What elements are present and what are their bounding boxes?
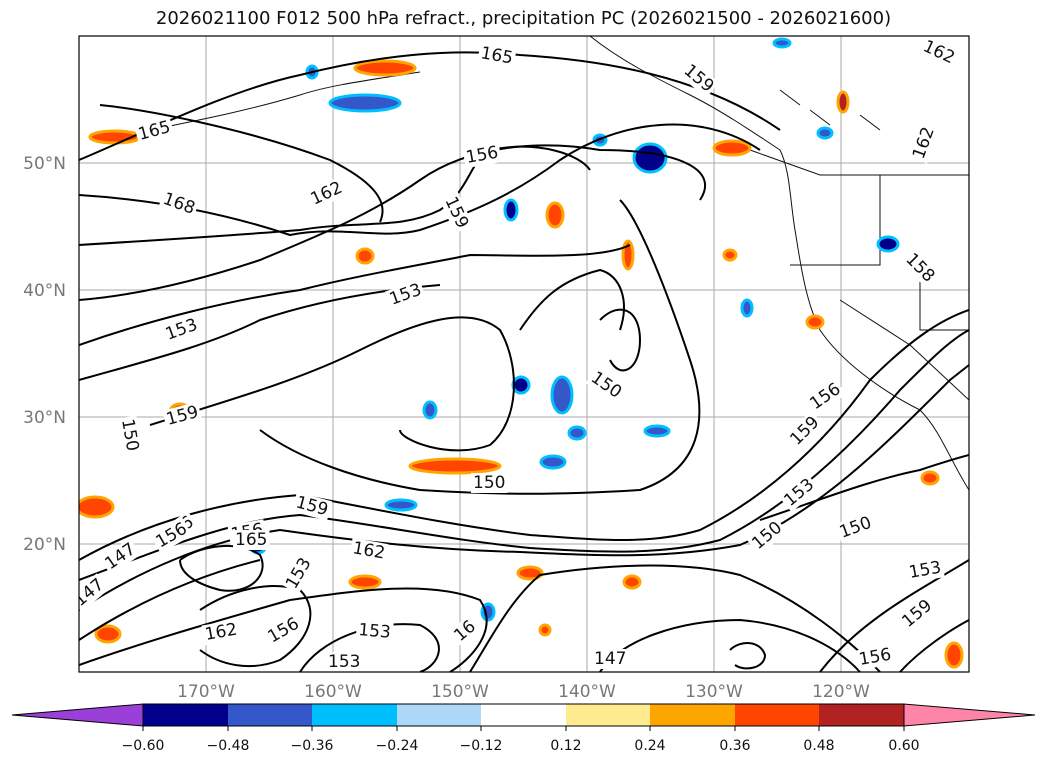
contour-label-bg	[355, 619, 394, 643]
contour-label-bg	[804, 377, 847, 416]
colorbar-tick-label: 0.12	[550, 738, 581, 754]
contour-label-bg	[349, 537, 389, 564]
lon-label: 160°W	[304, 682, 362, 702]
colorbar-tick-label: −0.12	[460, 738, 503, 754]
colorbar: −0.60 −0.48 −0.36 −0.24 −0.12 0.12 0.24 …	[11, 703, 1036, 754]
lat-label: 20°N	[23, 535, 66, 555]
contour-label-bg	[855, 644, 895, 671]
lon-label: 140°W	[558, 682, 616, 702]
contour-label-bg	[784, 411, 825, 451]
contour-label-bg	[281, 552, 317, 595]
colorbar-tick-label: 0.24	[634, 738, 665, 754]
lat-label: 40°N	[23, 281, 66, 301]
colorbar-tick-label: −0.36	[291, 738, 334, 754]
contour-label: 150	[473, 473, 505, 493]
colorbar-tick-label: 0.36	[719, 738, 750, 754]
contour-label-bg	[326, 652, 363, 672]
colorbar-arrow-max	[903, 703, 1036, 727]
contour-label: 153	[328, 652, 360, 672]
contour-label-bg	[201, 619, 241, 646]
contour-label-bg	[162, 401, 203, 431]
contour-label-bg	[99, 537, 142, 576]
colorbar-tick-label: 0.60	[888, 738, 919, 754]
colorbar-bin	[397, 704, 481, 726]
contour-label: 165	[235, 530, 267, 550]
contour-label-bg	[918, 36, 960, 70]
contour-label-bg	[448, 615, 482, 648]
contour-label-bg	[585, 366, 627, 404]
contour-label-bg	[678, 59, 720, 98]
colorbar-outline	[142, 703, 905, 727]
colorbar-bin	[819, 704, 904, 726]
colorbar-bin	[312, 704, 397, 726]
contour-label-bg	[908, 122, 940, 164]
colorbar-bin	[735, 704, 819, 726]
contour-label-bg	[116, 415, 143, 455]
colorbar-tick-label: −0.60	[122, 738, 165, 754]
map-panel	[79, 36, 969, 672]
contour-label-bg	[462, 142, 502, 169]
contour-label-bg	[262, 612, 305, 649]
longitude-labels: 170°W 160°W 150°W 140°W 130°W 120°W	[177, 682, 870, 702]
contour-label-bg	[896, 594, 938, 634]
contour-label-bg	[305, 176, 348, 211]
contour-label: 147	[594, 649, 626, 669]
colorbar-bin	[566, 704, 650, 726]
contour-label-bg	[160, 314, 203, 346]
graticule	[79, 36, 969, 672]
contour-label-bg	[471, 473, 508, 493]
contour-label-bg	[477, 42, 517, 69]
contour-label-bg	[291, 491, 333, 521]
colorbar-ticks	[142, 726, 905, 731]
colorbar-arrow-min	[11, 703, 144, 727]
contour-label-bg	[384, 279, 427, 311]
lat-label: 30°N	[23, 408, 66, 428]
lon-label: 130°W	[685, 682, 743, 702]
latitude-labels: 50°N 40°N 30°N 20°N	[23, 154, 66, 555]
colorbar-bin	[228, 704, 312, 726]
refractivity-contours	[79, 51, 969, 672]
lat-label: 50°N	[23, 154, 66, 174]
contour-label-bg	[134, 116, 175, 146]
colorbar-bin	[481, 704, 566, 726]
colorbar-bin	[650, 704, 735, 726]
contour-label-bg	[905, 557, 945, 584]
colorbar-tick-label: −0.48	[207, 738, 250, 754]
contour-label-bg	[592, 649, 629, 669]
colorbar-tick-label: −0.24	[376, 738, 419, 754]
lon-label: 150°W	[431, 682, 489, 702]
map-frame	[78, 35, 970, 673]
contour-label-bg	[233, 530, 270, 550]
contour-label-bg	[900, 247, 940, 288]
precip-positive	[79, 59, 964, 669]
precip-shading	[79, 37, 964, 669]
colorbar-tick-label: 0.48	[803, 738, 834, 754]
contour-label-bg	[834, 512, 877, 544]
colorbar-bin	[143, 704, 228, 726]
contour-label-bg	[746, 516, 788, 556]
contour-label: 153	[358, 620, 392, 643]
contour-label-bg	[150, 517, 193, 554]
contour-label-bg	[158, 188, 200, 220]
map-title: 2026021100 F012 500 hPa refract., precip…	[155, 8, 892, 29]
lon-label: 170°W	[177, 682, 235, 702]
contour-labels: 165 168 162 159 156 153 150 147 159 156 …	[79, 36, 960, 672]
contour-label-bg	[439, 191, 474, 234]
lon-label: 120°W	[812, 682, 870, 702]
contour-label-bg	[778, 473, 820, 513]
